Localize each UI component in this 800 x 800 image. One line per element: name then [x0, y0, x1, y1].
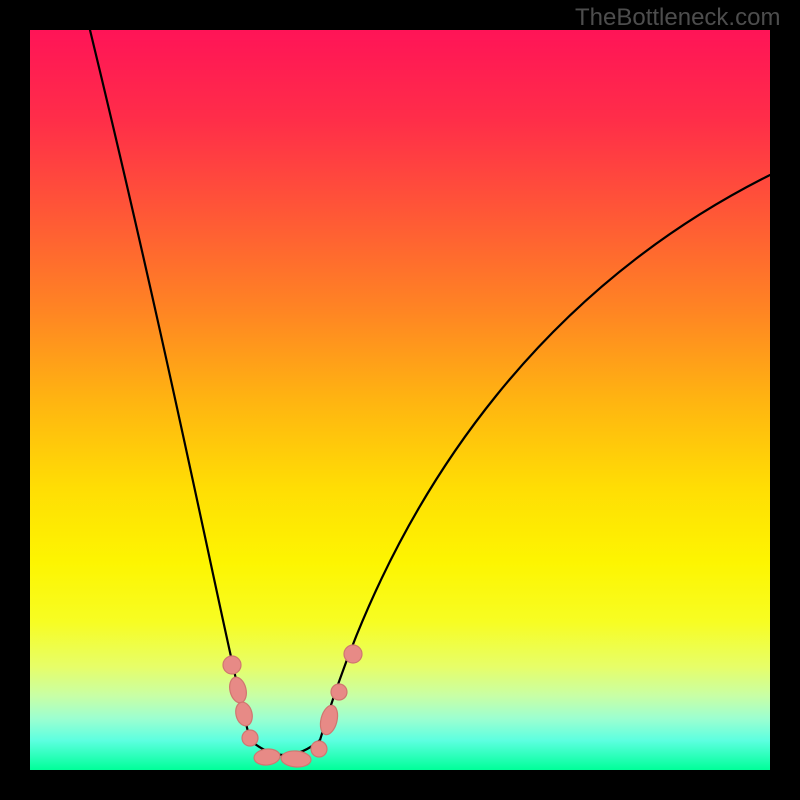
valley-marker — [311, 741, 327, 757]
valley-marker — [331, 684, 347, 700]
valley-marker — [242, 730, 258, 746]
bottleneck-chart — [0, 0, 800, 800]
plot-area-gradient — [30, 30, 770, 770]
valley-marker — [223, 656, 241, 674]
valley-marker — [344, 645, 362, 663]
watermark-text: TheBottleneck.com — [575, 4, 780, 32]
